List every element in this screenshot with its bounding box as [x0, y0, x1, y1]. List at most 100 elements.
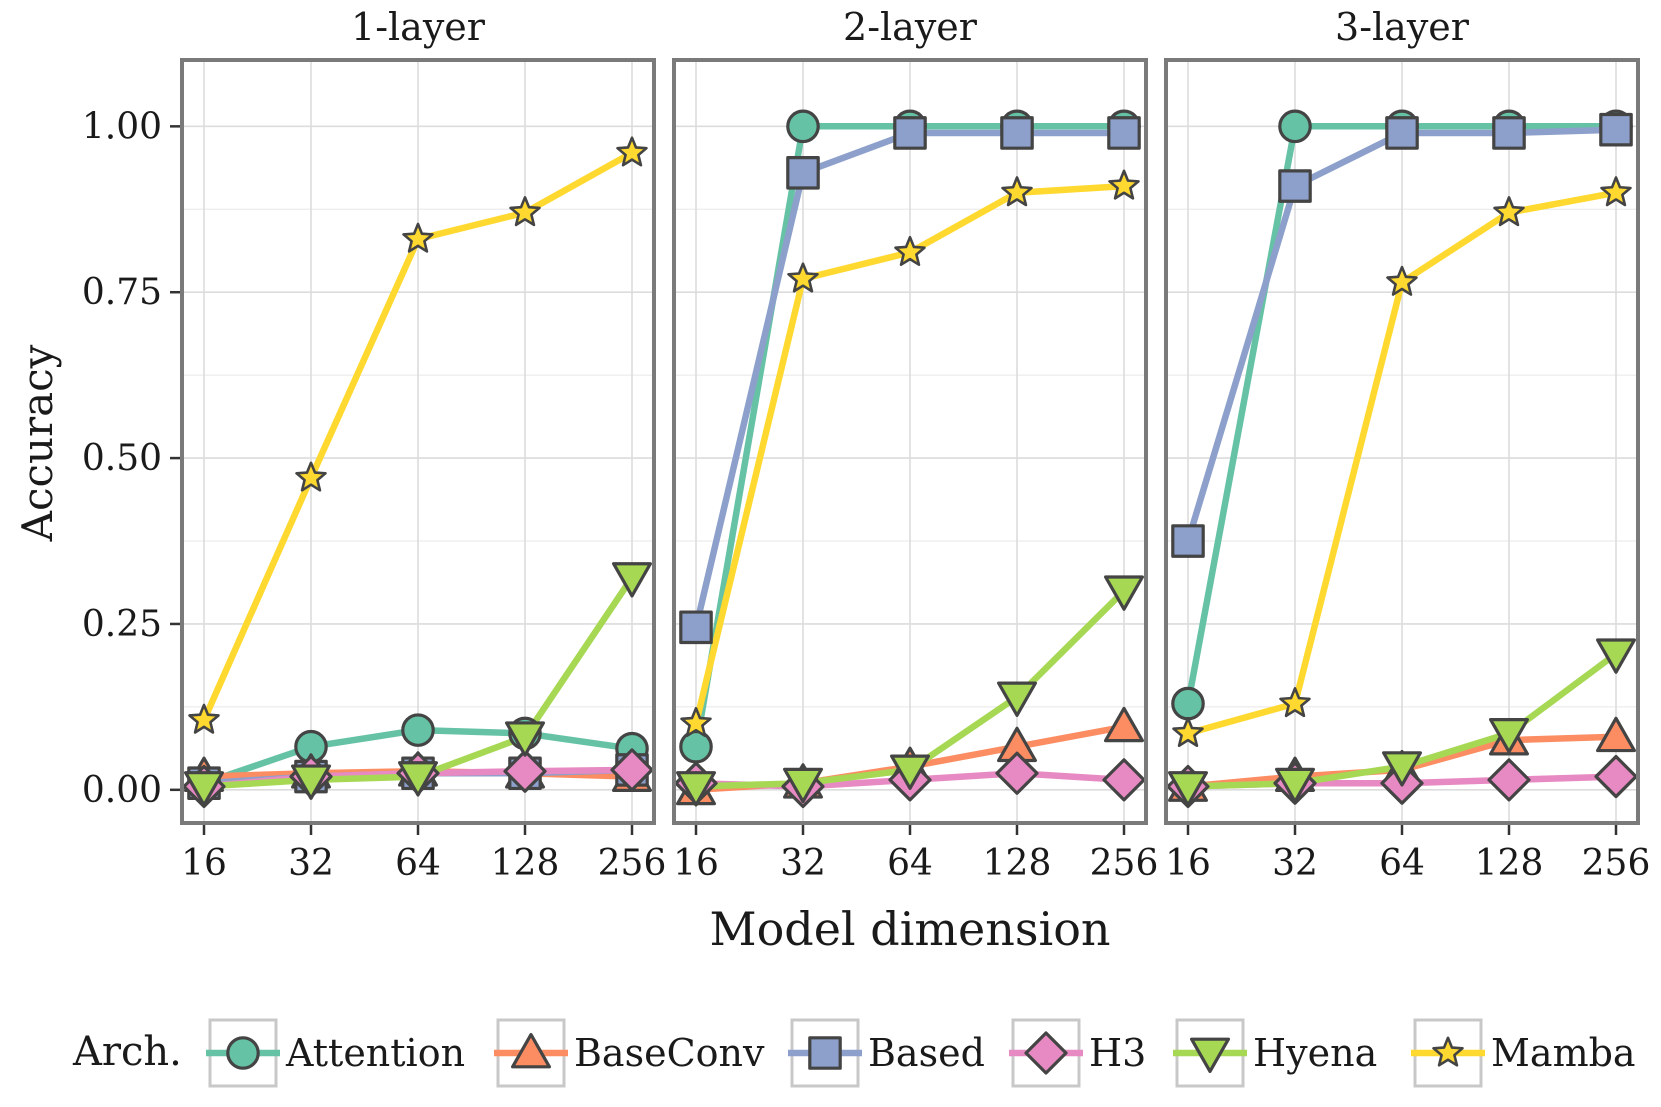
x-tick-label: 32 [288, 843, 334, 884]
legend-label: Based [868, 1031, 985, 1075]
data-point-h3 [610, 748, 654, 792]
data-point-based [679, 610, 713, 645]
data-point-mamba [1493, 196, 1525, 227]
data-point-mamba [295, 461, 327, 492]
data-point-h3 [503, 749, 547, 793]
y-tick-label: 0.50 [82, 438, 162, 479]
data-point-h3 [1594, 754, 1638, 799]
data-point-based [1171, 524, 1205, 558]
data-point-h3 [1102, 758, 1146, 802]
data-point-based [1599, 112, 1633, 147]
y-tick-label: 0.00 [82, 770, 162, 811]
panel-title: 3-layer [1335, 5, 1470, 49]
legend-key-marker [1432, 1036, 1464, 1067]
data-point-hyena [1382, 751, 1422, 787]
data-point-hyena [676, 771, 716, 807]
legend-label: BaseConv [574, 1031, 765, 1075]
legend-entry-mamba: Mamba [1411, 1018, 1636, 1088]
x-tick-label: 128 [491, 843, 560, 884]
legend-key-marker [226, 1036, 260, 1070]
data-point-mamba [894, 235, 926, 267]
legend-key-marker [1190, 1037, 1230, 1073]
data-point-hyena [997, 681, 1037, 717]
data-point-mamba [616, 136, 648, 167]
data-point-mamba [787, 262, 819, 293]
data-point-mamba [1108, 169, 1140, 200]
data-point-hyena [1489, 718, 1529, 754]
data-point-mamba [1172, 716, 1204, 748]
y-tick-label: 1.00 [82, 106, 162, 147]
x-tick-label: 128 [1475, 843, 1544, 884]
x-tick-label: 128 [983, 843, 1052, 884]
data-point-hyena [1596, 638, 1636, 674]
data-point-based [1385, 116, 1419, 150]
data-point-based [893, 116, 927, 150]
x-axis-label: Model dimension [709, 902, 1110, 956]
data-point-attention [1278, 109, 1312, 144]
data-point-hyena [783, 767, 823, 804]
panel-3: 3-layer 16 32 64 128 256 [1164, 5, 1651, 884]
data-point-based [1107, 116, 1141, 150]
panel-2: 2-layer 16 32 64 128 256 [672, 5, 1159, 884]
y-tick-label: 0.75 [82, 272, 162, 313]
legend-label: H3 [1089, 1031, 1146, 1075]
legend-label: Attention [285, 1031, 465, 1075]
x-tick-label: 16 [1165, 843, 1211, 884]
data-point-hyena [1275, 767, 1315, 804]
x-tick-label: 16 [181, 843, 227, 884]
panel-frame [1164, 58, 1640, 825]
panel-frame [672, 58, 1148, 825]
legend-entry-based: Based [788, 1018, 985, 1088]
x-tick-label: 32 [780, 843, 826, 884]
x-tick-label: 32 [1272, 843, 1318, 884]
data-point-baseconv [1596, 716, 1636, 753]
data-point-based [1278, 169, 1312, 203]
data-point-mamba [188, 703, 220, 734]
data-point-hyena [505, 721, 545, 757]
chart-panels: 1-layer 16 32 64 128 256 0.00 0.25 0.50 0.75 1.00 2… [82, 5, 1651, 884]
data-point-based [1000, 116, 1034, 150]
legend-label: Mamba [1491, 1031, 1636, 1075]
data-point-hyena [1168, 771, 1208, 807]
panel-title: 2-layer [843, 5, 978, 49]
data-point-based [1492, 116, 1526, 150]
legend-label: Hyena [1253, 1031, 1377, 1075]
x-tick-label: 64 [1379, 843, 1425, 884]
data-point-h3 [995, 751, 1039, 795]
data-point-h3 [1487, 758, 1531, 802]
data-point-based [786, 155, 820, 190]
data-point-mamba [1279, 687, 1311, 718]
legend: Arch. Attention BaseConv Based H3 Hyena Mamba [72, 1018, 1636, 1088]
data-point-mamba [680, 706, 712, 738]
legend-title: Arch. [72, 1029, 182, 1075]
x-tick-label: 256 [1090, 843, 1159, 884]
data-point-attention [786, 109, 820, 144]
data-point-hyena [612, 562, 652, 598]
data-point-hyena [890, 754, 930, 790]
legend-key-marker [1024, 1031, 1068, 1075]
x-tick-label: 64 [395, 843, 441, 884]
y-axis-label: Accuracy [13, 344, 62, 542]
data-point-hyena [1104, 575, 1144, 611]
data-point-attention [1171, 686, 1205, 721]
y-tick-label: 0.25 [82, 604, 162, 645]
panel-frame [180, 58, 656, 825]
data-point-mamba [1386, 265, 1418, 296]
data-point-attention [401, 713, 435, 747]
legend-entry-baseconv: BaseConv [494, 1018, 765, 1088]
x-tick-label: 256 [1582, 843, 1651, 884]
data-point-hyena [398, 761, 438, 797]
data-point-hyena [184, 771, 224, 807]
x-tick-label: 64 [887, 843, 933, 884]
x-tick-label: 16 [673, 843, 719, 884]
legend-key-marker [511, 1033, 551, 1069]
legend-key-marker [808, 1036, 842, 1070]
legend-entry-attention: Attention [206, 1018, 465, 1088]
data-point-baseconv [1104, 706, 1144, 743]
data-point-attention [679, 729, 713, 764]
data-point-mamba [509, 196, 541, 227]
legend-entry-h3: H3 [1009, 1018, 1146, 1088]
data-point-mamba [402, 222, 434, 253]
data-point-mamba [1001, 176, 1033, 207]
